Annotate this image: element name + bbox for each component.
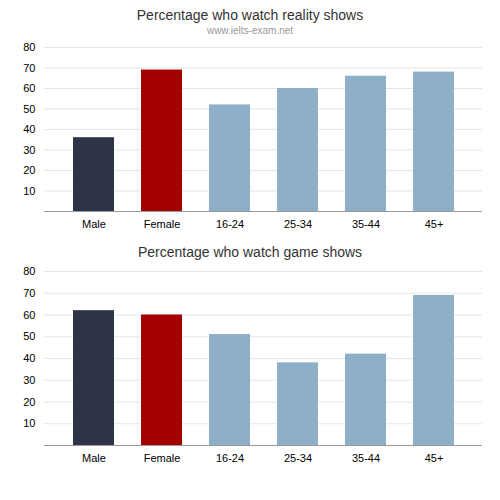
svg-text:80: 80 [23, 265, 35, 277]
svg-text:Female: Female [144, 218, 181, 230]
svg-text:70: 70 [23, 287, 35, 299]
svg-text:50: 50 [23, 330, 35, 342]
svg-text:Female: Female [144, 452, 181, 464]
svg-text:45+: 45+ [425, 452, 444, 464]
svg-text:16-24: 16-24 [216, 452, 244, 464]
svg-text:16-24: 16-24 [216, 218, 244, 230]
svg-text:40: 40 [23, 352, 35, 364]
html-text:Percentage who watch game show: Percentage who watch game shows [137, 244, 363, 260]
html-text:Percentage who watch reality s: Percentage who watch reality shows [136, 7, 364, 23]
svg-text:20: 20 [23, 164, 35, 176]
svg-text:45+: 45+ [425, 218, 444, 230]
svg-text:60: 60 [23, 309, 35, 321]
svg-text:40: 40 [23, 123, 35, 135]
svg-text:10: 10 [23, 417, 35, 429]
svg-text:35-44: 35-44 [352, 452, 380, 464]
svg-text:30: 30 [23, 374, 35, 386]
svg-text:70: 70 [23, 62, 35, 74]
svg-text:Male: Male [82, 218, 106, 230]
svg-text:35-44: 35-44 [352, 218, 380, 230]
svg-text:80: 80 [23, 41, 35, 53]
svg-text:25-34: 25-34 [284, 218, 312, 230]
svg-text:30: 30 [23, 144, 35, 156]
svg-text:Male: Male [82, 452, 106, 464]
html-text:www.ielts-exam.net: www.ielts-exam.net [206, 25, 294, 36]
svg-text:25-34: 25-34 [284, 452, 312, 464]
svg-text:20: 20 [23, 396, 35, 408]
svg-text:50: 50 [23, 103, 35, 115]
svg-text:10: 10 [23, 185, 35, 197]
svg-text:60: 60 [23, 82, 35, 94]
